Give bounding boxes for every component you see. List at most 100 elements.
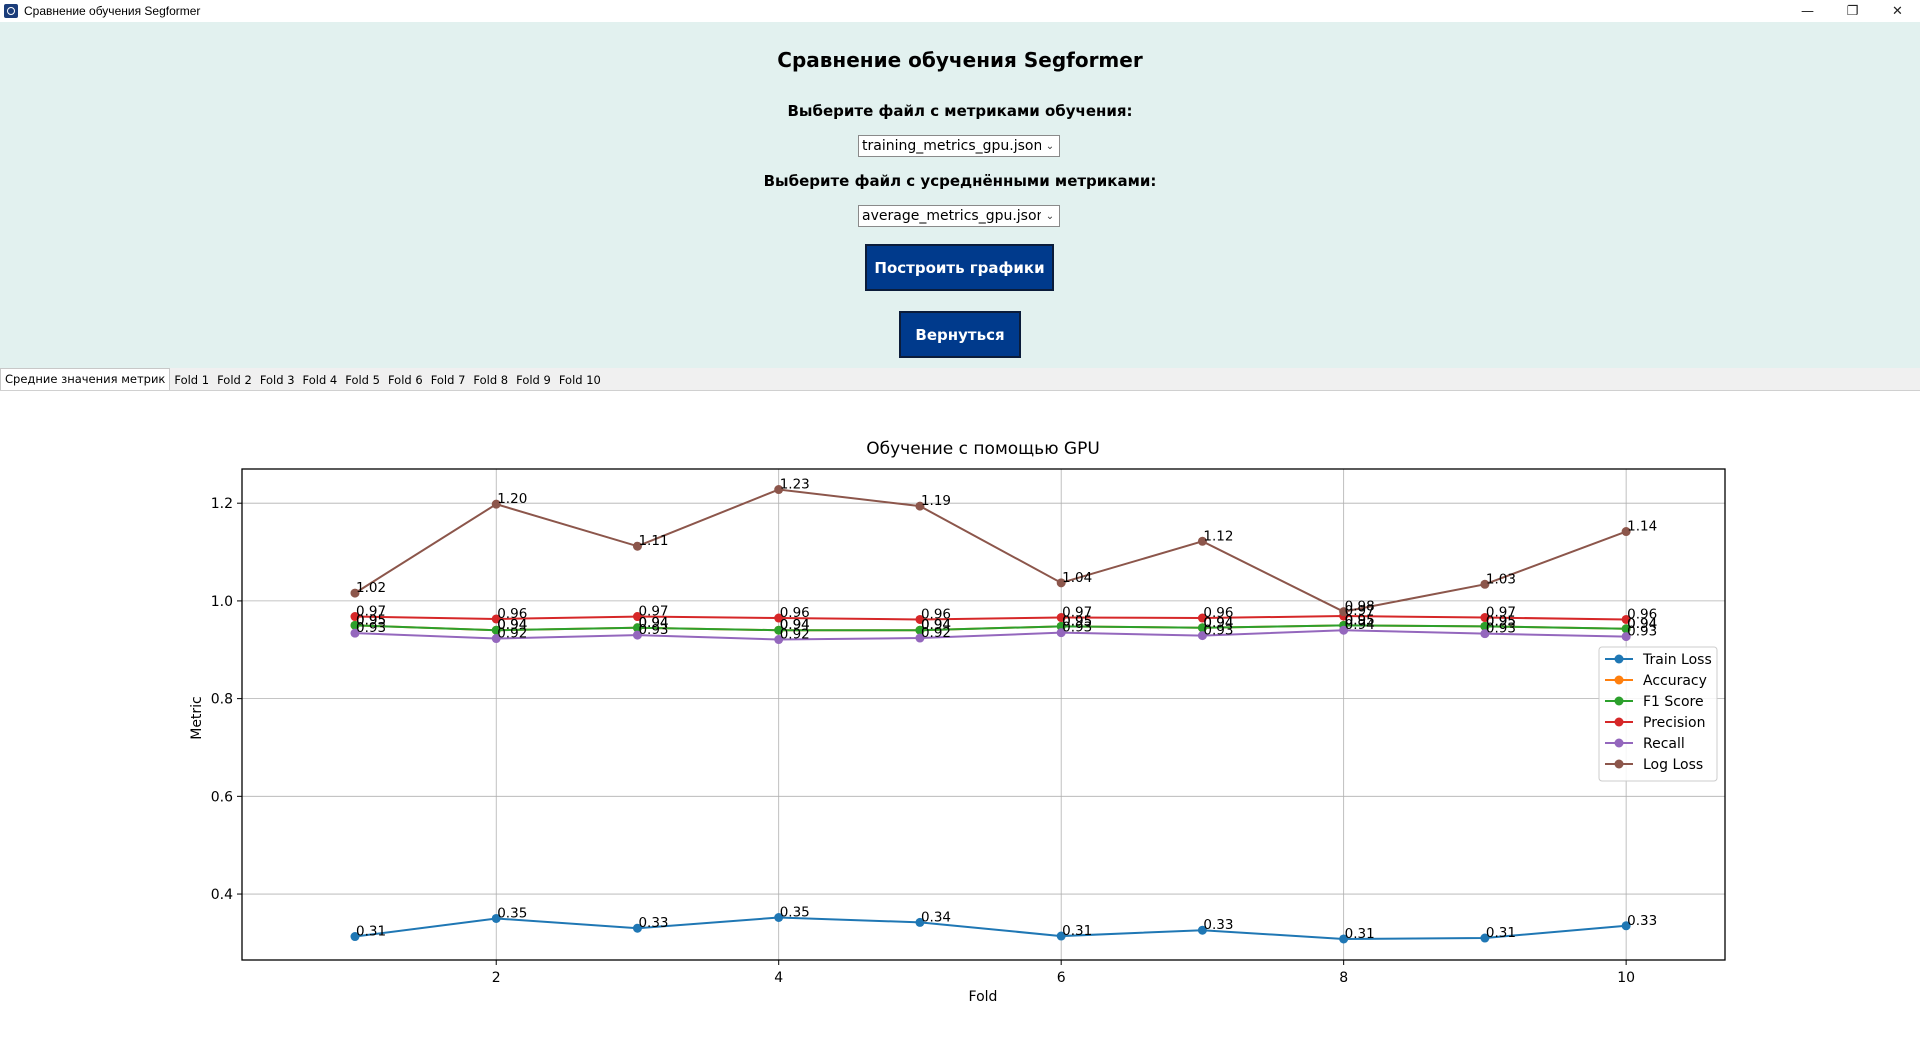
data-point: [1621, 624, 1631, 634]
data-point: [632, 630, 642, 640]
data-label: 0.94: [497, 617, 527, 633]
window-title: Сравнение обучения Segformer: [24, 4, 201, 18]
data-label: 0.94: [1203, 615, 1233, 631]
data-label: 0.94: [1627, 616, 1657, 632]
data-label: 0.33: [1627, 913, 1657, 929]
x-tick-label: 6: [1057, 970, 1066, 986]
tab-fold-4[interactable]: Fold 4: [302, 373, 338, 387]
data-point: [491, 634, 501, 644]
data-point: [491, 913, 501, 923]
back-button[interactable]: Вернуться: [899, 311, 1021, 358]
data-label: 0.95: [1345, 612, 1375, 628]
data-label: 0.95: [356, 612, 386, 628]
data-point: [1480, 933, 1490, 943]
chart-title: Обучение с помощью GPU: [866, 439, 1100, 459]
data-label: 0.95: [1062, 613, 1092, 629]
data-label: 0.94: [780, 617, 810, 633]
data-label: 0.31: [1062, 923, 1092, 939]
data-label: 0.97: [1486, 605, 1516, 621]
y-tick-label: 1.2: [211, 496, 233, 512]
close-button[interactable]: ✕: [1892, 3, 1903, 19]
data-point: [774, 625, 784, 635]
data-label: 0.94: [780, 617, 810, 633]
x-axis-label: Fold: [969, 989, 998, 1005]
data-label: 0.94: [921, 617, 951, 633]
tab-average-metrics[interactable]: Средние значения метрик: [0, 368, 171, 390]
x-tick-label: 10: [1617, 970, 1635, 986]
tab-fold-5[interactable]: Fold 5: [345, 373, 380, 387]
data-point: [350, 620, 360, 630]
data-point: [350, 932, 360, 942]
data-point: [1621, 632, 1631, 642]
data-point: [915, 625, 925, 635]
data-label: 0.97: [638, 604, 668, 620]
data-label: 0.94: [497, 617, 527, 633]
tab-fold-6[interactable]: Fold 6: [387, 373, 423, 387]
y-tick-label: 1.0: [211, 594, 233, 610]
data-label: 1.03: [1486, 571, 1516, 587]
data-point: [1197, 613, 1207, 623]
data-label: 1.20: [497, 491, 527, 507]
training-file-select[interactable]: training_metrics_gpu.json ⌄: [858, 135, 1060, 157]
data-point: [1056, 621, 1066, 631]
average-file-select[interactable]: average_metrics_gpu.json ⌄: [858, 205, 1060, 227]
data-point: [915, 633, 925, 643]
tab-fold-7[interactable]: Fold 7: [430, 373, 466, 387]
minimize-button[interactable]: —: [1801, 3, 1814, 19]
data-point: [1197, 623, 1207, 633]
tab-fold-10[interactable]: Fold 10: [558, 373, 601, 387]
data-point: [1339, 625, 1349, 635]
data-label: 0.97: [1345, 603, 1375, 619]
data-label: 0.95: [1486, 613, 1516, 629]
data-label: 0.95: [1486, 613, 1516, 629]
data-label: 0.93: [638, 622, 668, 638]
data-point: [915, 917, 925, 927]
data-label: 0.92: [497, 626, 527, 642]
data-label: 0.93: [356, 620, 386, 636]
series-line: [354, 615, 1627, 621]
tab-fold-2[interactable]: Fold 2: [217, 373, 252, 387]
data-point: [1480, 629, 1490, 639]
legend-label: F1 Score: [1643, 694, 1704, 710]
tab-fold-1[interactable]: Fold 1: [174, 373, 210, 387]
data-point: [774, 613, 784, 623]
build-charts-button[interactable]: Построить графики: [865, 244, 1054, 291]
window-titlebar: Сравнение обучения Segformer — ❐ ✕: [0, 0, 1920, 22]
data-label: 0.34: [921, 909, 951, 925]
data-label: 0.31: [356, 924, 386, 940]
data-label: 0.94: [921, 617, 951, 633]
window-controls: — ❐ ✕: [1785, 0, 1920, 22]
tab-fold-9[interactable]: Fold 9: [516, 373, 551, 387]
data-label: 0.35: [497, 905, 527, 921]
page-title: Сравнение обучения Segformer: [777, 48, 1143, 72]
data-label: 1.14: [1627, 519, 1657, 535]
data-label: 0.98: [1345, 599, 1375, 615]
data-label: 0.93: [1486, 621, 1516, 637]
tab-fold-8[interactable]: Fold 8: [473, 373, 509, 387]
data-point: [1056, 931, 1066, 941]
app-icon: [4, 4, 18, 18]
data-label: 1.04: [1062, 570, 1092, 586]
data-point: [1197, 536, 1207, 546]
data-label: 0.33: [638, 915, 668, 931]
restore-button[interactable]: ❐: [1846, 3, 1859, 19]
data-point: [915, 614, 925, 624]
data-point: [491, 614, 501, 624]
data-point: [632, 541, 642, 551]
data-point: [491, 499, 501, 509]
x-tick-label: 8: [1339, 970, 1348, 986]
data-point: [350, 612, 360, 622]
legend-label: Recall: [1643, 736, 1685, 752]
data-point: [350, 628, 360, 638]
chevron-down-icon: ⌄: [1041, 136, 1059, 156]
data-point: [1480, 613, 1490, 623]
data-point: [1621, 921, 1631, 931]
data-label: 0.93: [1627, 624, 1657, 640]
tab-fold-3[interactable]: Fold 3: [259, 373, 295, 387]
legend-label: Accuracy: [1643, 673, 1707, 689]
x-tick-label: 4: [774, 970, 783, 986]
data-point: [632, 612, 642, 622]
data-point: [632, 623, 642, 633]
data-label: 0.35: [780, 904, 810, 920]
y-tick-label: 0.8: [211, 692, 233, 708]
